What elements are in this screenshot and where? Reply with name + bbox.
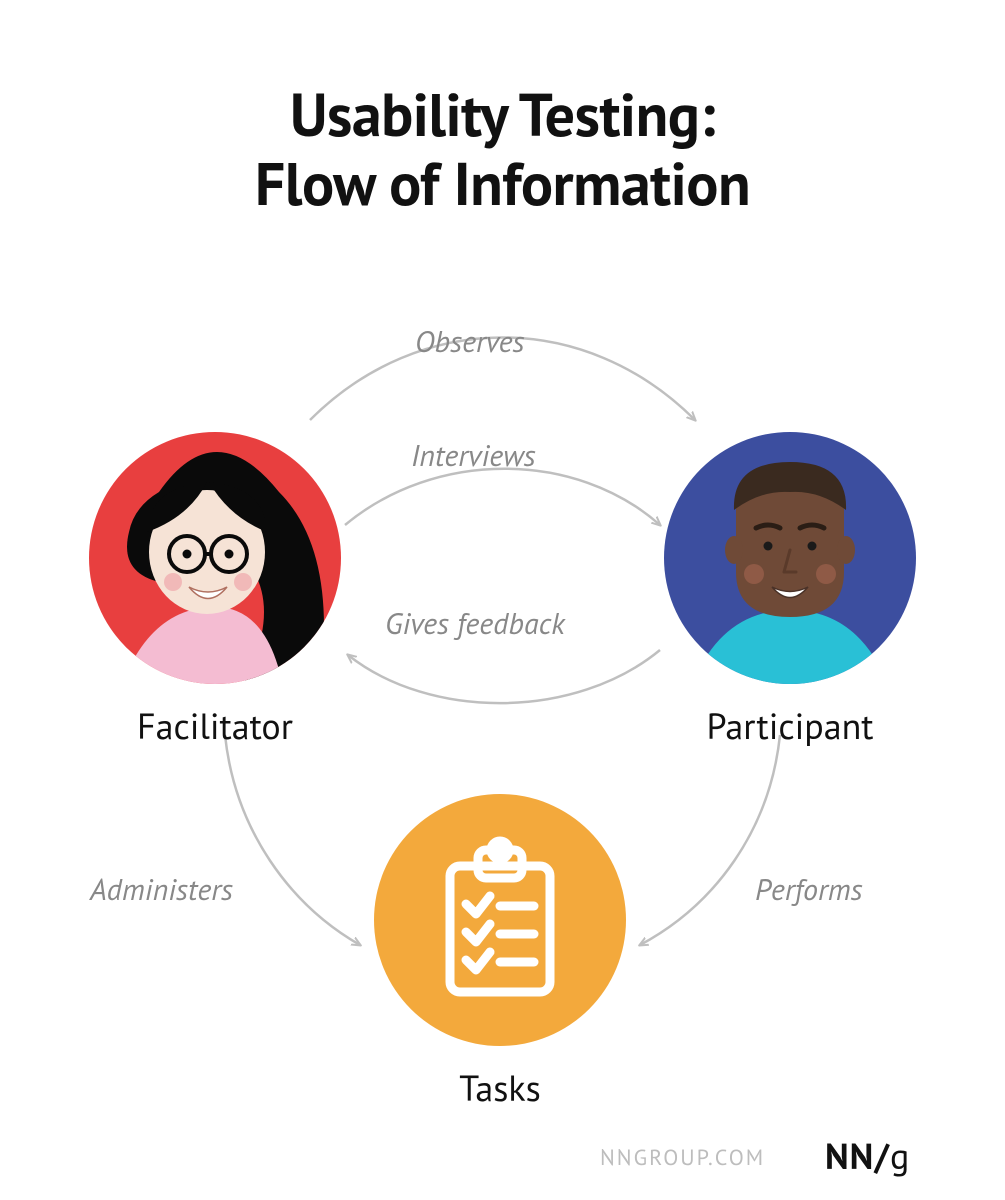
title-line-2: Flow of Information — [0, 149, 1005, 218]
footer-logo: NN/g — [825, 1132, 910, 1179]
avatar-participant — [664, 432, 916, 684]
clipboard-icon — [374, 794, 626, 1046]
node-tasks: Tasks — [374, 794, 626, 1111]
edge-label-administers: Administers — [90, 870, 233, 909]
facilitator-avatar-icon — [89, 432, 341, 684]
participant-avatar-icon — [664, 432, 916, 684]
arrow-performs — [640, 735, 780, 945]
node-participant: Participant — [664, 432, 916, 749]
page-title: Usability Testing: Flow of Information — [0, 80, 1005, 218]
arrow-givesfeedback — [348, 650, 660, 703]
avatar-facilitator — [89, 432, 341, 684]
node-facilitator: Facilitator — [89, 432, 341, 749]
tasks-circle — [374, 794, 626, 1046]
participant-label: Participant — [664, 702, 916, 749]
edge-label-interviews: Interviews — [411, 436, 536, 475]
arrow-administers — [225, 735, 360, 945]
logo-g: g — [890, 1132, 910, 1179]
edge-label-observes: Observes — [415, 322, 525, 361]
logo-slash: / — [874, 1132, 890, 1179]
edge-label-givesfeedback: Gives feedback — [385, 604, 565, 643]
facilitator-label: Facilitator — [89, 702, 341, 749]
footer-url: NNGROUP.COM — [600, 1144, 765, 1172]
tasks-label: Tasks — [374, 1064, 626, 1111]
logo-prefix: NN — [825, 1132, 874, 1179]
arrow-interviews — [345, 469, 660, 525]
title-line-1: Usability Testing: — [0, 80, 1005, 149]
edge-label-performs: Performs — [755, 870, 863, 909]
